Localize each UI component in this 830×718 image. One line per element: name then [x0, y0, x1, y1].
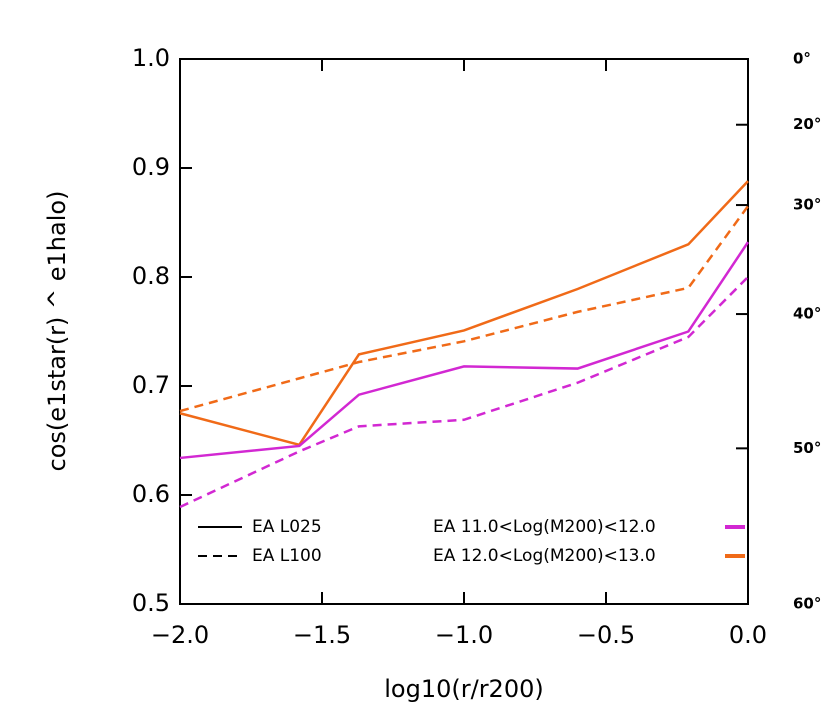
y2-tick-label: 20°: [793, 115, 821, 133]
series-line: [179, 180, 749, 447]
y-tick-label: 0.9: [132, 153, 170, 181]
y2-tick-label: 40°: [793, 305, 821, 323]
series-line: [179, 205, 750, 413]
y-tick-label: 0.6: [132, 480, 170, 508]
y2-tick-label: 60°: [793, 595, 821, 613]
legend-label: EA L100: [252, 546, 322, 566]
x-tick-label: −2.0: [151, 621, 209, 649]
series-line: [179, 241, 750, 460]
y2-tick-label: 0°: [793, 50, 811, 68]
y-axis-label: cos(e1star(r) ^ e1halo): [43, 191, 71, 472]
x-tick-label: −1.5: [293, 621, 351, 649]
y-tick-label: 1.0: [132, 44, 170, 72]
x-tick-label: 0.0: [729, 621, 767, 649]
y2-tick-label: 30°: [793, 196, 821, 214]
y2-tick-label: 50°: [793, 439, 821, 457]
legend-label: EA 11.0<Log(M200)<12.0: [433, 517, 656, 537]
series-line: [179, 276, 749, 509]
y-tick-label: 0.5: [132, 589, 170, 617]
y-tick-label: 0.8: [132, 262, 170, 290]
legend-label: EA 12.0<Log(M200)<13.0: [433, 546, 656, 566]
y-tick-label: 0.7: [132, 371, 170, 399]
x-tick-label: −0.5: [577, 621, 635, 649]
x-axis-label: log10(r/r200): [384, 675, 543, 703]
legend-label: EA L025: [252, 517, 322, 537]
x-tick-label: −1.0: [435, 621, 493, 649]
